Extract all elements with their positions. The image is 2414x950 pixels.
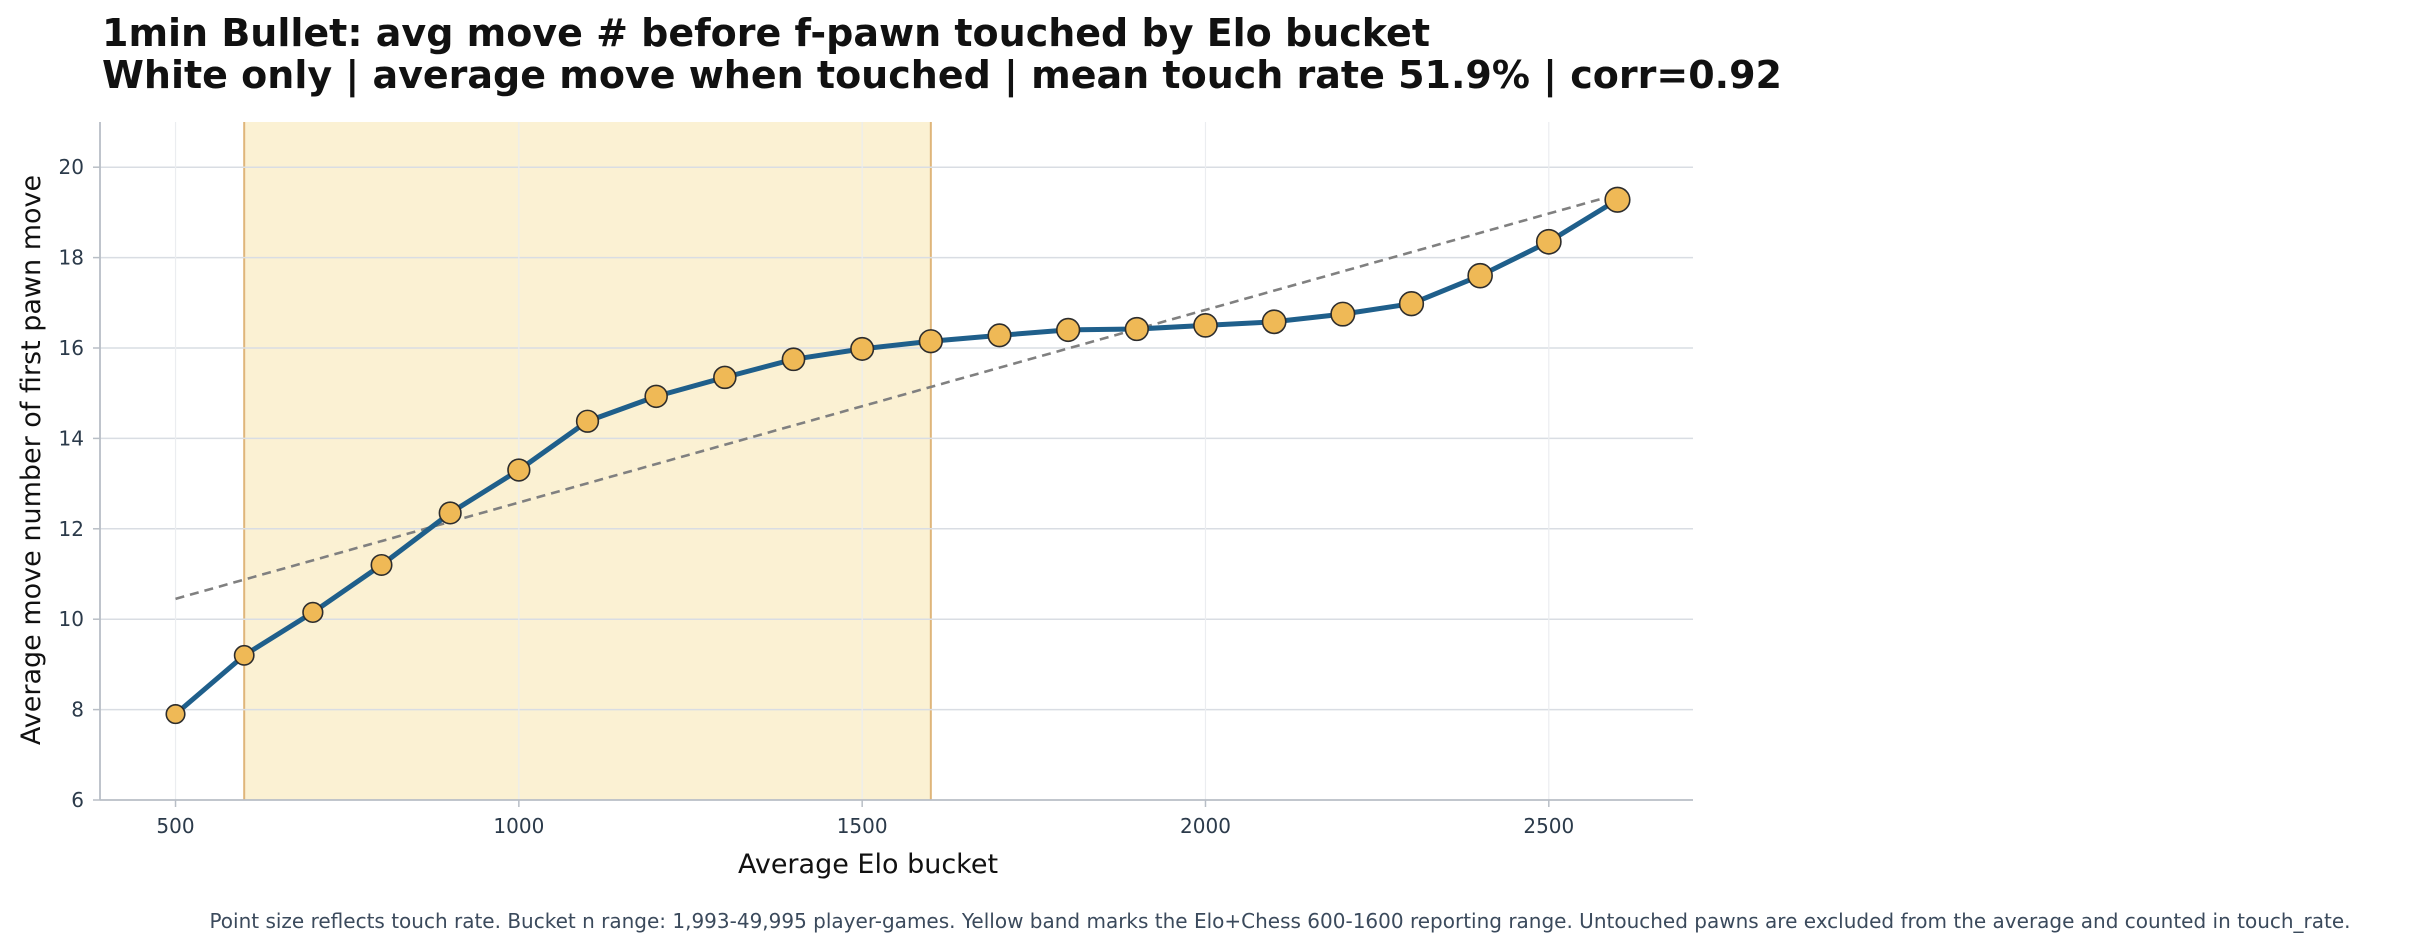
data-point xyxy=(987,323,1012,348)
data-point xyxy=(1056,317,1081,343)
data-point xyxy=(233,644,255,666)
y-tick-label: 20 xyxy=(59,155,84,179)
data-point xyxy=(1467,262,1493,289)
y-tick-label: 6 xyxy=(71,788,84,812)
chart-subtitle: White only | average move when touched |… xyxy=(102,53,1782,98)
data-point xyxy=(850,336,875,361)
x-tick-label: 2000 xyxy=(1180,814,1231,838)
highlight-band xyxy=(244,122,931,800)
series-line xyxy=(173,197,1620,717)
data-point xyxy=(1398,291,1425,317)
data-point xyxy=(302,601,324,624)
trend-layer xyxy=(175,193,1618,601)
y-tick-label: 14 xyxy=(59,426,84,450)
y-tick-label: 12 xyxy=(59,517,84,541)
data-point xyxy=(165,704,186,725)
tick-label-layer: 500 1000 1500 2000 2500 6 8 10 12 14 16 18 20 xyxy=(59,155,1575,838)
data-point xyxy=(644,384,668,409)
data-point xyxy=(438,501,462,525)
data-point xyxy=(713,365,737,390)
trend-line xyxy=(175,193,1618,601)
y-tick-label: 8 xyxy=(71,698,84,722)
y-tick-label: 10 xyxy=(59,607,84,631)
data-point xyxy=(918,329,943,354)
data-point xyxy=(1604,186,1631,213)
data-point xyxy=(575,409,600,433)
y-axis-label: Average move number of first pawn move xyxy=(16,175,47,745)
series-layer xyxy=(165,186,1631,725)
x-tick-label: 1000 xyxy=(493,814,544,838)
chart-title: 1min Bullet: avg move # before f-pawn to… xyxy=(102,11,1430,55)
axes-layer xyxy=(99,122,1693,801)
x-tick-label: 2500 xyxy=(1523,814,1574,838)
data-point xyxy=(370,553,393,576)
data-point xyxy=(507,458,531,482)
highlight-band-layer xyxy=(243,122,932,800)
x-axis-label: Average Elo bucket xyxy=(738,849,998,880)
x-tick-label: 500 xyxy=(156,814,194,838)
data-point xyxy=(1261,309,1287,335)
chart-footnote: Point size reflects touch rate. Bucket n… xyxy=(209,909,2350,933)
data-point xyxy=(1193,313,1218,338)
data-point xyxy=(1330,301,1356,327)
data-point xyxy=(781,347,806,372)
data-point xyxy=(1535,228,1562,255)
data-point xyxy=(1124,316,1149,342)
y-tick-label: 16 xyxy=(59,336,84,360)
x-tick-label: 1500 xyxy=(837,814,888,838)
grid-layer xyxy=(100,122,1693,800)
y-tick-label: 18 xyxy=(59,246,84,270)
